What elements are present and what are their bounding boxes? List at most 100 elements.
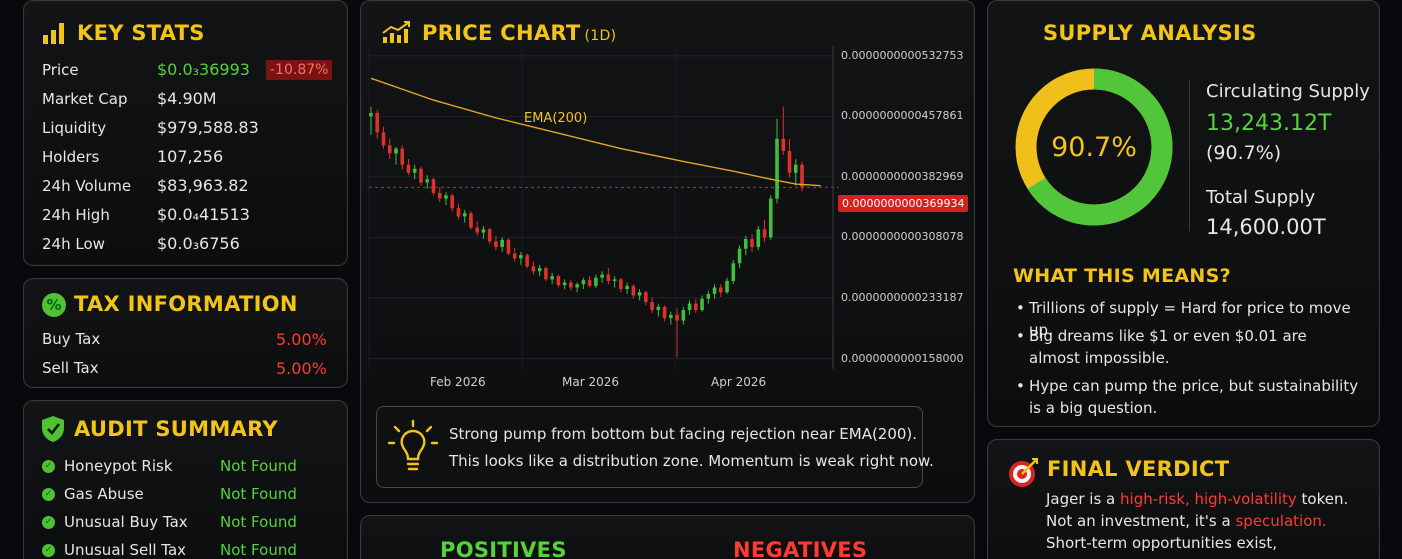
- audit-label: Unusual Sell Tax: [64, 541, 187, 559]
- stat-value: $0.0₄41513: [157, 205, 250, 224]
- candle: [594, 274, 598, 289]
- candle: [756, 226, 761, 251]
- what-this-means-title: WHAT THIS MEANS?: [1013, 265, 1231, 287]
- candle: [512, 247, 517, 262]
- candlestick-chart: [368, 46, 839, 369]
- positives-negatives-panel: POSITIVES NEGATIVES: [360, 515, 975, 559]
- candle: [562, 279, 567, 290]
- meaning-bullet: Big dreams like $1 or even $0.01 are almo…: [1016, 325, 1307, 369]
- check-icon: ✓: [42, 460, 55, 473]
- key-stats-title: KEY STATS: [77, 21, 205, 45]
- stat-label: Holders: [42, 148, 100, 166]
- candle: [400, 145, 405, 170]
- price-change-badge: -10.87%: [266, 60, 333, 80]
- verdict-line2: Not an investment, it's a speculation.: [1046, 512, 1327, 530]
- candle: [650, 297, 654, 314]
- buy-tax-value: 5.00%: [276, 330, 327, 349]
- candle: [487, 227, 492, 244]
- candle: [419, 166, 423, 186]
- y-tick-label: 0.0000000000382969: [841, 169, 964, 183]
- y-tick-label: 0.0000000000308078: [841, 230, 964, 244]
- candle: [462, 209, 467, 223]
- bar-chart-icon: [43, 23, 64, 44]
- candle: [800, 161, 804, 192]
- supply-donut-chart: [1015, 68, 1173, 226]
- current-price-tag: 0.0000000000369934: [838, 195, 969, 212]
- stat-label: Price: [42, 61, 79, 79]
- audit-value: Not Found: [220, 485, 297, 503]
- candle: [606, 268, 611, 285]
- stat-value: $4.90M: [157, 89, 217, 108]
- timeframe-label: (1D): [584, 28, 617, 44]
- analysis-note-line2: This looks like a distribution zone. Mom…: [449, 452, 934, 470]
- candle: [444, 192, 448, 206]
- candle: [537, 264, 542, 277]
- candle: [456, 203, 461, 220]
- candle: [469, 211, 473, 230]
- verdict-panel: FINAL VERDICT Jager is a high-risk, high…: [987, 439, 1380, 559]
- candle: [687, 300, 692, 315]
- x-tick-label: Feb 2026: [430, 375, 486, 389]
- candle: [644, 290, 648, 306]
- x-tick-label: Mar 2026: [562, 375, 619, 389]
- candle: [656, 303, 661, 317]
- candle: [712, 284, 717, 299]
- stat-label: Market Cap: [42, 90, 128, 108]
- candle: [718, 284, 723, 298]
- circulating-supply-value: 13,243.12T: [1206, 111, 1332, 136]
- y-tick-label: 0.0000000000158000: [841, 351, 964, 365]
- stat-value: $979,588.83: [157, 118, 259, 137]
- trend-chart-icon: [382, 21, 410, 43]
- audit-value: Not Found: [220, 541, 297, 559]
- candle: [569, 280, 573, 291]
- meaning-bullet-line: almost impossible.: [1029, 349, 1170, 367]
- supply-title: SUPPLY ANALYSIS: [1043, 21, 1257, 45]
- verdict-line3: Short-term opportunities exist,: [1046, 534, 1278, 552]
- candle: [775, 118, 779, 204]
- candle: [612, 276, 617, 288]
- candle: [425, 175, 430, 189]
- total-supply-value: 14,600.00T: [1206, 215, 1326, 239]
- candle: [793, 159, 798, 186]
- analysis-note-box: Strong pump from bottom but facing rejec…: [376, 406, 934, 488]
- supply-divider: [1189, 81, 1190, 231]
- candle: [556, 274, 561, 288]
- shield-check-icon: [42, 416, 64, 442]
- y-tick-label: 0.0000000000233187: [841, 290, 964, 304]
- candle: [669, 311, 673, 325]
- candle: [625, 282, 629, 294]
- donut-circulating-segment: [1015, 68, 1173, 226]
- y-tick-label: 0.0000000000457861: [841, 109, 964, 123]
- tax-panel: % TAX INFORMATION Buy Tax 5.00% Sell Tax…: [23, 278, 348, 388]
- candle: [481, 226, 486, 239]
- candle: [550, 272, 554, 285]
- check-icon: ✓: [42, 488, 55, 501]
- candle: [681, 306, 686, 325]
- price-chart-panel: PRICE CHART (1D) 0.0000000000532753 0.0000…: [360, 0, 975, 503]
- candle: [725, 277, 729, 294]
- meaning-bullet: Hype can pump the price, but sustainabil…: [1016, 375, 1358, 419]
- percent-icon: %: [42, 293, 66, 317]
- sell-tax-label: Sell Tax: [42, 359, 99, 377]
- ema-line: [370, 77, 821, 187]
- stat-label: 24h High: [42, 206, 110, 224]
- ema-label: EMA(200): [524, 111, 588, 126]
- audit-title: AUDIT SUMMARY: [74, 417, 278, 441]
- stat-label: Liquidity: [42, 119, 107, 137]
- candle: [675, 308, 679, 357]
- candle: [506, 238, 511, 256]
- candle: [494, 235, 498, 251]
- meaning-bullet-line: Big dreams like $1 or even $0.01 are: [1029, 327, 1307, 345]
- donut-center-label: 90.7%: [1051, 132, 1137, 163]
- circulating-supply-label: Circulating Supply: [1206, 81, 1370, 102]
- stat-value: $83,963.82: [157, 176, 249, 195]
- candle: [637, 289, 642, 301]
- candle: [700, 295, 704, 312]
- candle: [600, 271, 604, 283]
- candle: [544, 266, 548, 281]
- check-icon: ✓: [42, 544, 55, 557]
- audit-value: Not Found: [220, 513, 297, 531]
- candle: [631, 284, 636, 299]
- audit-label: Gas Abuse: [64, 485, 144, 503]
- audit-label: Honeypot Risk: [64, 457, 173, 475]
